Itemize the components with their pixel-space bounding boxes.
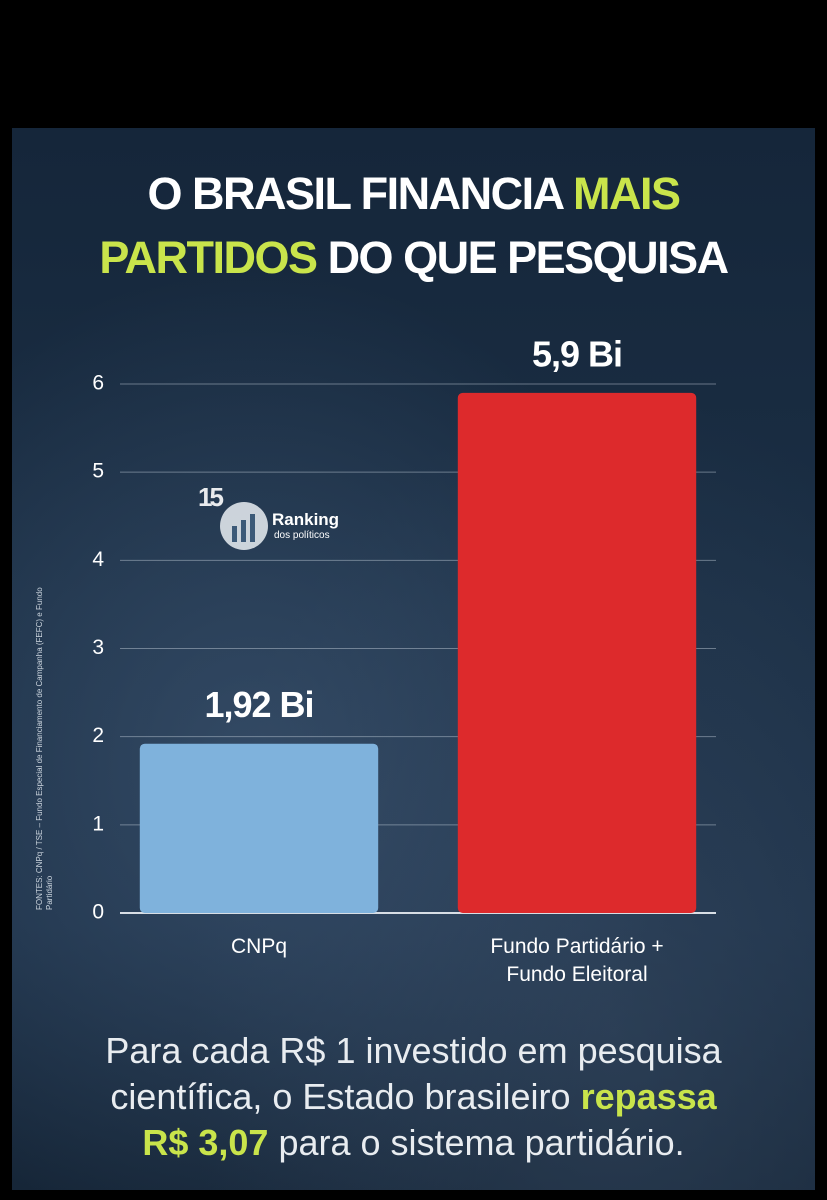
title-text: DO QUE PESQUISA: [327, 232, 730, 283]
title-text: O BRASIL FINANCIA: [147, 168, 563, 219]
y-tick-label: 6: [92, 372, 104, 395]
title-highlight: PARTIDOS: [99, 232, 318, 283]
value-label: 1,92 Bi: [204, 684, 313, 725]
title: O BRASIL FINANCIA MAIS PARTIDOS DO QUE PE…: [0, 162, 827, 290]
y-tick-label: 1: [92, 812, 104, 835]
watermark-tagline: dos políticos: [274, 530, 330, 541]
title-highlight: MAIS: [573, 168, 681, 219]
footer-text: para o sistema partidário.: [278, 1122, 685, 1163]
y-tick-label: 5: [92, 460, 104, 483]
y-tick-label: 2: [92, 724, 104, 747]
value-label: 5,9 Bi: [532, 333, 622, 374]
x-tick-label: CNPq: [230, 935, 288, 958]
footer-highlight: repassa: [580, 1076, 717, 1117]
footer: Para cada R$ 1 investido em pesquisa cien…: [0, 1028, 827, 1166]
watermark-badge: 15: [198, 482, 224, 512]
bar: [457, 392, 697, 914]
footer-highlight: R$ 3,07: [142, 1122, 269, 1163]
x-tick-label: Fundo Partidário + Fundo Eleitoral: [490, 935, 664, 986]
y-tick-label: 4: [92, 548, 104, 571]
bar: [139, 743, 379, 913]
footer-text: científica, o Estado brasileiro: [110, 1076, 571, 1117]
source-note: FONTES: CNPq / TSE – Fundo Especial de F…: [35, 587, 54, 910]
y-tick-label: 0: [92, 901, 104, 924]
footer-text: Para cada R$ 1 investido em pesquisa: [105, 1030, 722, 1071]
y-tick-label: 3: [92, 636, 104, 659]
watermark-icon: [220, 502, 268, 550]
watermark-name: Ranking: [272, 510, 340, 529]
